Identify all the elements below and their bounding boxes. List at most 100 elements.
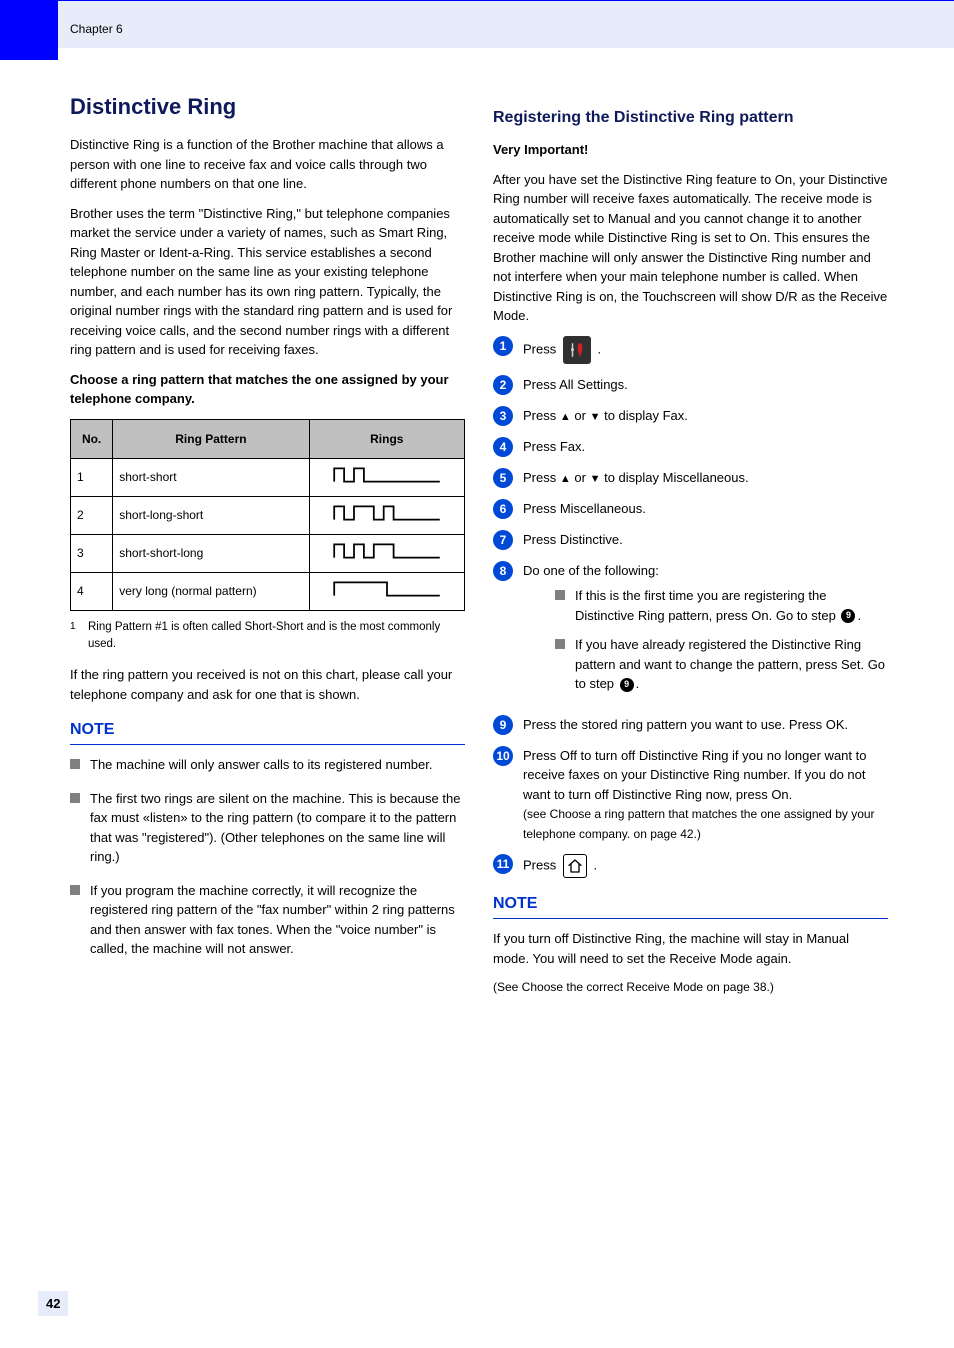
table-row: 1short-short bbox=[71, 458, 465, 496]
step-item: 4 Press Fax. bbox=[493, 437, 888, 457]
closing-cross-reference: (See Choose the correct Receive Mode on … bbox=[493, 978, 888, 996]
settings-icon bbox=[563, 336, 591, 364]
cross-reference: (see Choose a ring pattern that matches … bbox=[523, 807, 875, 841]
step-text: Do one of the following: If this is the … bbox=[523, 561, 888, 704]
step-number: 10 bbox=[493, 746, 513, 766]
note-text: The first two rings are silent on the ma… bbox=[90, 789, 465, 867]
step-item: 10 Press Off to turn off Distinctive Rin… bbox=[493, 746, 888, 844]
sub-bullet-item: If this is the first time you are regist… bbox=[555, 586, 888, 625]
step-item: 6 Press Miscellaneous. bbox=[493, 499, 888, 519]
table-cell-no: 4 bbox=[71, 572, 113, 610]
right-heading: Registering the Distinctive Ring pattern bbox=[493, 106, 888, 130]
chapter-tab bbox=[0, 0, 58, 60]
right-intro: After you have set the Distinctive Ring … bbox=[493, 170, 888, 326]
sub-bullet-text: If this is the first time you are regist… bbox=[575, 586, 888, 625]
table-header: Ring Pattern bbox=[113, 419, 309, 458]
home-icon bbox=[563, 854, 587, 878]
down-triangle-icon: ▼ bbox=[590, 411, 601, 423]
sub-bullet-list: If this is the first time you are regist… bbox=[555, 586, 888, 694]
text-fragment: . bbox=[597, 341, 601, 356]
chapter-label: Chapter 6 bbox=[70, 20, 123, 38]
right-subheading: Very Important! bbox=[493, 140, 888, 160]
table-cell-no: 2 bbox=[71, 496, 113, 534]
note-item: The first two rings are silent on the ma… bbox=[70, 789, 465, 867]
intro-paragraph-1: Distinctive Ring is a function of the Br… bbox=[70, 135, 465, 194]
step-number: 4 bbox=[493, 437, 513, 457]
step-item: 8 Do one of the following: If this is th… bbox=[493, 561, 888, 704]
table-header: No. bbox=[71, 419, 113, 458]
step-text: Press ▲ or ▼ to display Fax. bbox=[523, 406, 888, 426]
table-cell-pattern bbox=[309, 534, 464, 572]
text-fragment: or bbox=[574, 470, 586, 485]
table-row: 3short-short-long bbox=[71, 534, 465, 572]
square-bullet-icon bbox=[555, 590, 565, 600]
sub-bullet-item: If you have already registered the Disti… bbox=[555, 635, 888, 694]
step-number: 2 bbox=[493, 375, 513, 395]
step-item: 9 Press the stored ring pattern you want … bbox=[493, 715, 888, 735]
text-fragment: Press bbox=[523, 857, 556, 872]
step-number: 11 bbox=[493, 854, 513, 874]
text-fragment: Press Off to turn off Distinctive Ring i… bbox=[523, 748, 866, 802]
text-fragment: . bbox=[636, 676, 640, 691]
step-number: 3 bbox=[493, 406, 513, 426]
up-triangle-icon: ▲ bbox=[560, 411, 571, 423]
text-fragment: Press bbox=[523, 470, 556, 485]
step-text: Press ▲ or ▼ to display Miscellaneous. bbox=[523, 468, 888, 488]
table-cell-name: short-long-short bbox=[113, 496, 309, 534]
text-fragment: . bbox=[857, 608, 861, 623]
step-item: 2Press All Settings. bbox=[493, 375, 888, 395]
step-number: 6 bbox=[493, 499, 513, 519]
table-cell-pattern bbox=[309, 496, 464, 534]
text-fragment: Press bbox=[523, 341, 556, 356]
step-text: Press the stored ring pattern you want t… bbox=[523, 715, 888, 735]
step-text: Press . bbox=[523, 336, 888, 364]
pattern-heading: Choose a ring pattern that matches the o… bbox=[70, 370, 465, 409]
text-fragment: to display Fax. bbox=[604, 408, 688, 423]
note-text: If you program the machine correctly, it… bbox=[90, 881, 465, 959]
text-fragment: If this is the first time you are regist… bbox=[575, 588, 839, 623]
square-bullet-icon bbox=[70, 885, 80, 895]
text-fragment: Press bbox=[523, 408, 556, 423]
note-label: NOTE bbox=[70, 718, 465, 745]
table-row: 4very long (normal pattern) bbox=[71, 572, 465, 610]
step-text: Press Miscellaneous. bbox=[523, 499, 888, 519]
sub-bullet-text: If you have already registered the Disti… bbox=[575, 635, 888, 694]
step-number: 1 bbox=[493, 336, 513, 356]
table-cell-name: short-short bbox=[113, 458, 309, 496]
closing-note-text: If you turn off Distinctive Ring, the ma… bbox=[493, 929, 888, 968]
table-cell-pattern bbox=[309, 458, 464, 496]
note-item: The machine will only answer calls to it… bbox=[70, 755, 465, 775]
table-footnote: 1 Ring Pattern #1 is often called Short-… bbox=[70, 619, 465, 654]
square-bullet-icon bbox=[70, 759, 80, 769]
step-text: Press Fax. bbox=[523, 437, 888, 457]
step-text: Press Distinctive. bbox=[523, 530, 888, 550]
square-bullet-icon bbox=[555, 639, 565, 649]
intro-paragraph-2: Brother uses the term "Distinctive Ring,… bbox=[70, 204, 465, 360]
left-column: Distinctive Ring Distinctive Ring is a f… bbox=[70, 90, 465, 1006]
right-column: Registering the Distinctive Ring pattern… bbox=[493, 90, 888, 1006]
note-list: The machine will only answer calls to it… bbox=[70, 755, 465, 959]
step-text: Press . bbox=[523, 854, 888, 878]
page-body: Distinctive Ring Distinctive Ring is a f… bbox=[70, 90, 900, 1006]
step-number: 7 bbox=[493, 530, 513, 550]
step-number: 9 bbox=[493, 715, 513, 735]
note-item: If you program the machine correctly, it… bbox=[70, 881, 465, 959]
step-item: 5 Press ▲ or ▼ to display Miscellaneous. bbox=[493, 468, 888, 488]
section-heading: Distinctive Ring bbox=[70, 90, 465, 123]
ring-pattern-table: No. Ring Pattern Rings 1short-short2shor… bbox=[70, 419, 465, 611]
note-text: The machine will only answer calls to it… bbox=[90, 755, 432, 775]
note-label: NOTE bbox=[493, 892, 888, 919]
step-item: 11 Press . bbox=[493, 854, 888, 878]
step-item: 7 Press Distinctive. bbox=[493, 530, 888, 550]
step-number: 8 bbox=[493, 561, 513, 581]
table-header: Rings bbox=[309, 419, 464, 458]
table-cell-name: short-short-long bbox=[113, 534, 309, 572]
step-item: 3 Press ▲ or ▼ to display Fax. bbox=[493, 406, 888, 426]
text-fragment: . bbox=[593, 857, 597, 872]
text-fragment: or bbox=[574, 408, 586, 423]
square-bullet-icon bbox=[70, 793, 80, 803]
step-number: 5 bbox=[493, 468, 513, 488]
footnote-text: Ring Pattern #1 is often called Short-Sh… bbox=[88, 619, 465, 654]
table-cell-name: very long (normal pattern) bbox=[113, 572, 309, 610]
step-ref-icon: 9 bbox=[620, 678, 634, 692]
